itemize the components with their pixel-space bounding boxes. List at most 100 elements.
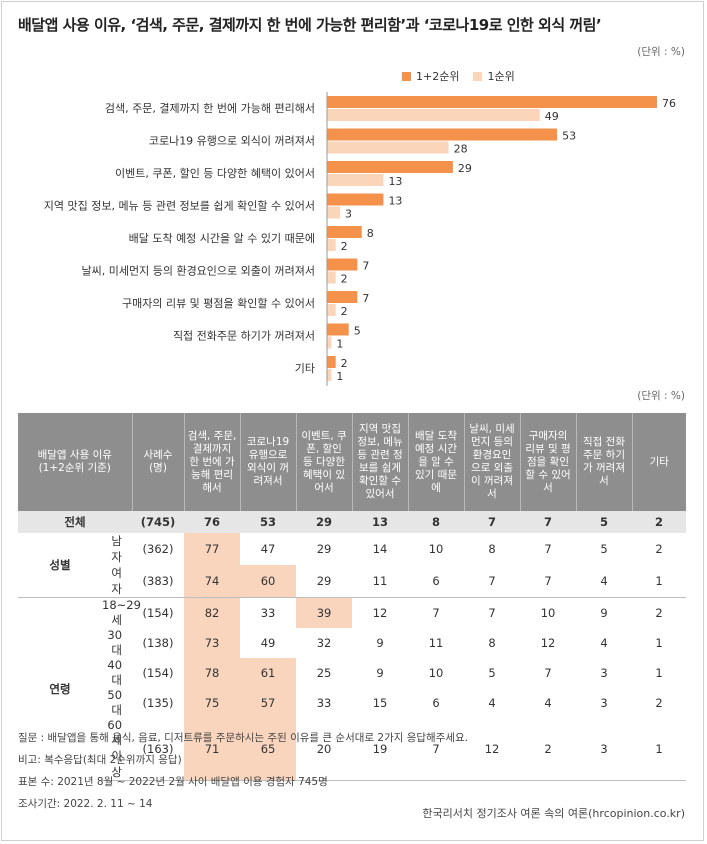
data-label: 1: [336, 338, 343, 351]
table-cell: 7: [520, 511, 577, 533]
row-label: 여자: [111, 566, 123, 596]
table-cell: 71: [184, 718, 241, 781]
bar-secondary: [327, 304, 336, 316]
bar-secondary: [327, 141, 449, 154]
sample-size: (154): [132, 597, 185, 628]
data-label: 76: [662, 97, 676, 110]
bar-secondary: [327, 239, 336, 251]
table-cell: 1: [655, 666, 663, 680]
table-cell: 3: [600, 666, 608, 680]
table-cell: 2: [655, 542, 663, 556]
bar-primary: [327, 128, 558, 141]
table-cell: 10: [428, 666, 444, 680]
category-label: 지역 맛집 정보, 메뉴 등 관련 정보를 쉽게 확인할 수 있어서: [44, 200, 315, 213]
bar-secondary: [327, 271, 336, 284]
legend-item-primary: 1+2순위: [402, 68, 459, 84]
notes: 질문 : 배달앱을 통해 음식, 음료, 디저트류를 주문하시는 주된 이유를 …: [18, 727, 468, 815]
table-cell: 20: [296, 718, 353, 781]
category-label: 이벤트, 쿠폰, 할인 등 다양한 혜택이 있어서: [115, 167, 315, 180]
sample-size: (383): [142, 574, 174, 588]
bar-primary: [327, 161, 453, 173]
bar-primary: [327, 226, 362, 238]
sample-size: (745): [132, 511, 185, 533]
table-cell: 2: [632, 597, 687, 628]
column-header: 검색, 주문, 결제까지 한 번에 가 능해 편리 해서: [184, 413, 241, 511]
table-row: 연령 18~29세 (154) 82 33 39 12 7 7 10 9 2: [18, 597, 687, 781]
data-label: 53: [562, 130, 576, 143]
table-cell: 7: [488, 574, 496, 588]
sample-size: (138): [142, 636, 174, 650]
table-cell: 7: [408, 597, 465, 628]
table-cell: 14: [372, 542, 388, 556]
table-cell: 10: [428, 542, 444, 556]
row-label: 전체: [18, 511, 133, 533]
note-remark: 비고: 복수응답(최대 2순위까지 응답): [18, 754, 182, 766]
table-cell: 77: [184, 533, 241, 565]
table-cell: 33: [316, 696, 332, 710]
row-label: 남자: [111, 534, 123, 564]
legend-swatch-secondary: [473, 71, 483, 81]
column-header: 코로나19 유행으로 외식이 꺼 려져서: [240, 413, 297, 511]
table-cell: 1: [655, 574, 663, 588]
data-label: 49: [545, 110, 559, 123]
data-label: 29: [458, 162, 472, 175]
table-cell: 3: [576, 718, 633, 781]
data-label: 2: [341, 240, 348, 253]
bar-secondary: [327, 174, 384, 186]
table-row: 여자 (383) 74 60 29 11 6 7 7 4 1: [18, 565, 686, 598]
table-cell: 29: [316, 542, 332, 556]
table-cell: 15: [372, 696, 388, 710]
group-label: 성별: [49, 558, 71, 572]
figure-title: 배달앱 사용 이유, ‘검색, 주문, 결제까지 한 번에 가능한 편리함’과 …: [18, 16, 602, 34]
table-cell: 3: [600, 696, 608, 710]
data-label: 7: [362, 292, 369, 305]
table-cell: 2: [520, 718, 577, 781]
bar-secondary: [327, 206, 341, 219]
sample-size-header: 사례수 (명): [132, 413, 185, 511]
table-cell: 2: [632, 511, 687, 533]
table-cell: 32: [316, 636, 332, 650]
row-label: 50대: [107, 688, 123, 717]
chart-legend: 1+2순위 1순위: [402, 68, 515, 84]
table-cell: 53: [240, 511, 297, 533]
table-unit-label: (단위 : %): [637, 390, 685, 402]
table-cell: 33: [240, 597, 297, 628]
sample-size: (135): [142, 696, 174, 710]
note-sample: 표본 수: 2021년 8월 ~ 2022년 2월 사이 배달앱 이용 경험자 …: [18, 776, 328, 788]
table-cell: 5: [600, 542, 608, 556]
table-cell: 57: [240, 688, 297, 718]
table-cell: 74: [184, 565, 241, 598]
data-label: 2: [341, 357, 348, 370]
table-cell: 7: [544, 542, 552, 556]
category-label: 기타: [295, 362, 315, 375]
data-label: 1: [336, 370, 343, 383]
table-cell: 7: [544, 574, 552, 588]
bar-chart: 검색, 주문, 결제까지 한 번에 가능해 편리해서 76 49 코로나19 유행으로…: [44, 92, 676, 386]
row-label: 18~29세: [102, 597, 141, 628]
table-cell: 8: [488, 542, 496, 556]
table-cell: 82: [184, 597, 241, 628]
table-row-total: 전체 (745) 76 53 29 13 8 7 7 5 2: [18, 511, 687, 533]
column-header: 지역 맛집 정보, 메뉴 등 관련 정 보를 쉽게 확인할 수 있어서: [352, 413, 409, 511]
table-cell: 65: [240, 718, 297, 781]
table-cell: 7: [408, 718, 465, 781]
table-cell: 12: [464, 718, 521, 781]
table-cell: 29: [316, 574, 332, 588]
table-cell: 1: [655, 636, 663, 650]
table-cell: 19: [352, 718, 409, 781]
note-question: 질문 : 배달앱을 통해 음식, 음료, 디저트류를 주문하시는 주된 이유를 …: [18, 732, 469, 744]
table-cell: 9: [376, 666, 384, 680]
column-header: 직접 전화 주문 하기 가 꺼려져 서: [576, 413, 633, 511]
chart-unit-label: (단위 : %): [637, 46, 685, 58]
legend-item-secondary: 1순위: [473, 68, 515, 84]
bar-primary: [327, 323, 349, 336]
table-cell: 13: [352, 511, 409, 533]
note-period: 조사기간: 2022. 2. 11 ~ 14: [18, 798, 153, 810]
table-cell: 4: [600, 574, 608, 588]
table-cell: 49: [260, 636, 276, 650]
bar-primary: [327, 193, 384, 206]
table-cell: 7: [464, 511, 521, 533]
table-cell: 4: [544, 696, 552, 710]
table-cell: 5: [488, 666, 496, 680]
